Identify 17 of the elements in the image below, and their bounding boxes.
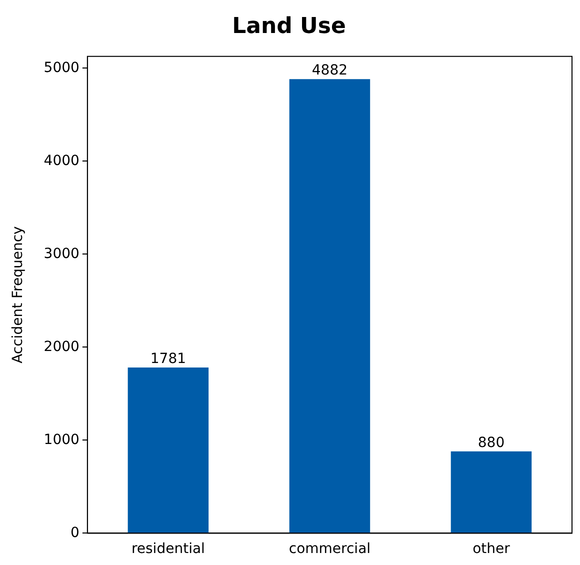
y-tick-label: 4000 bbox=[44, 152, 80, 169]
data-label: 880 bbox=[478, 434, 505, 451]
x-tick-label: commercial bbox=[288, 541, 371, 558]
chart-title: Land Use bbox=[232, 14, 346, 39]
y-tick-label: 0 bbox=[70, 524, 80, 541]
y-tick-label: 5000 bbox=[44, 60, 80, 76]
x-tick-label: residential bbox=[131, 541, 205, 558]
data-label: 4882 bbox=[312, 62, 348, 79]
y-tick-label: 1000 bbox=[44, 432, 80, 448]
y-tick-label: 3000 bbox=[44, 246, 80, 262]
bar bbox=[289, 79, 370, 533]
bar bbox=[128, 368, 209, 533]
y-tick-label: 2000 bbox=[44, 338, 80, 355]
bar bbox=[450, 451, 532, 533]
data-label: 1781 bbox=[150, 351, 186, 368]
x-tick-label: other bbox=[472, 541, 510, 558]
y-axis-title: Accident Frequency bbox=[10, 226, 26, 364]
